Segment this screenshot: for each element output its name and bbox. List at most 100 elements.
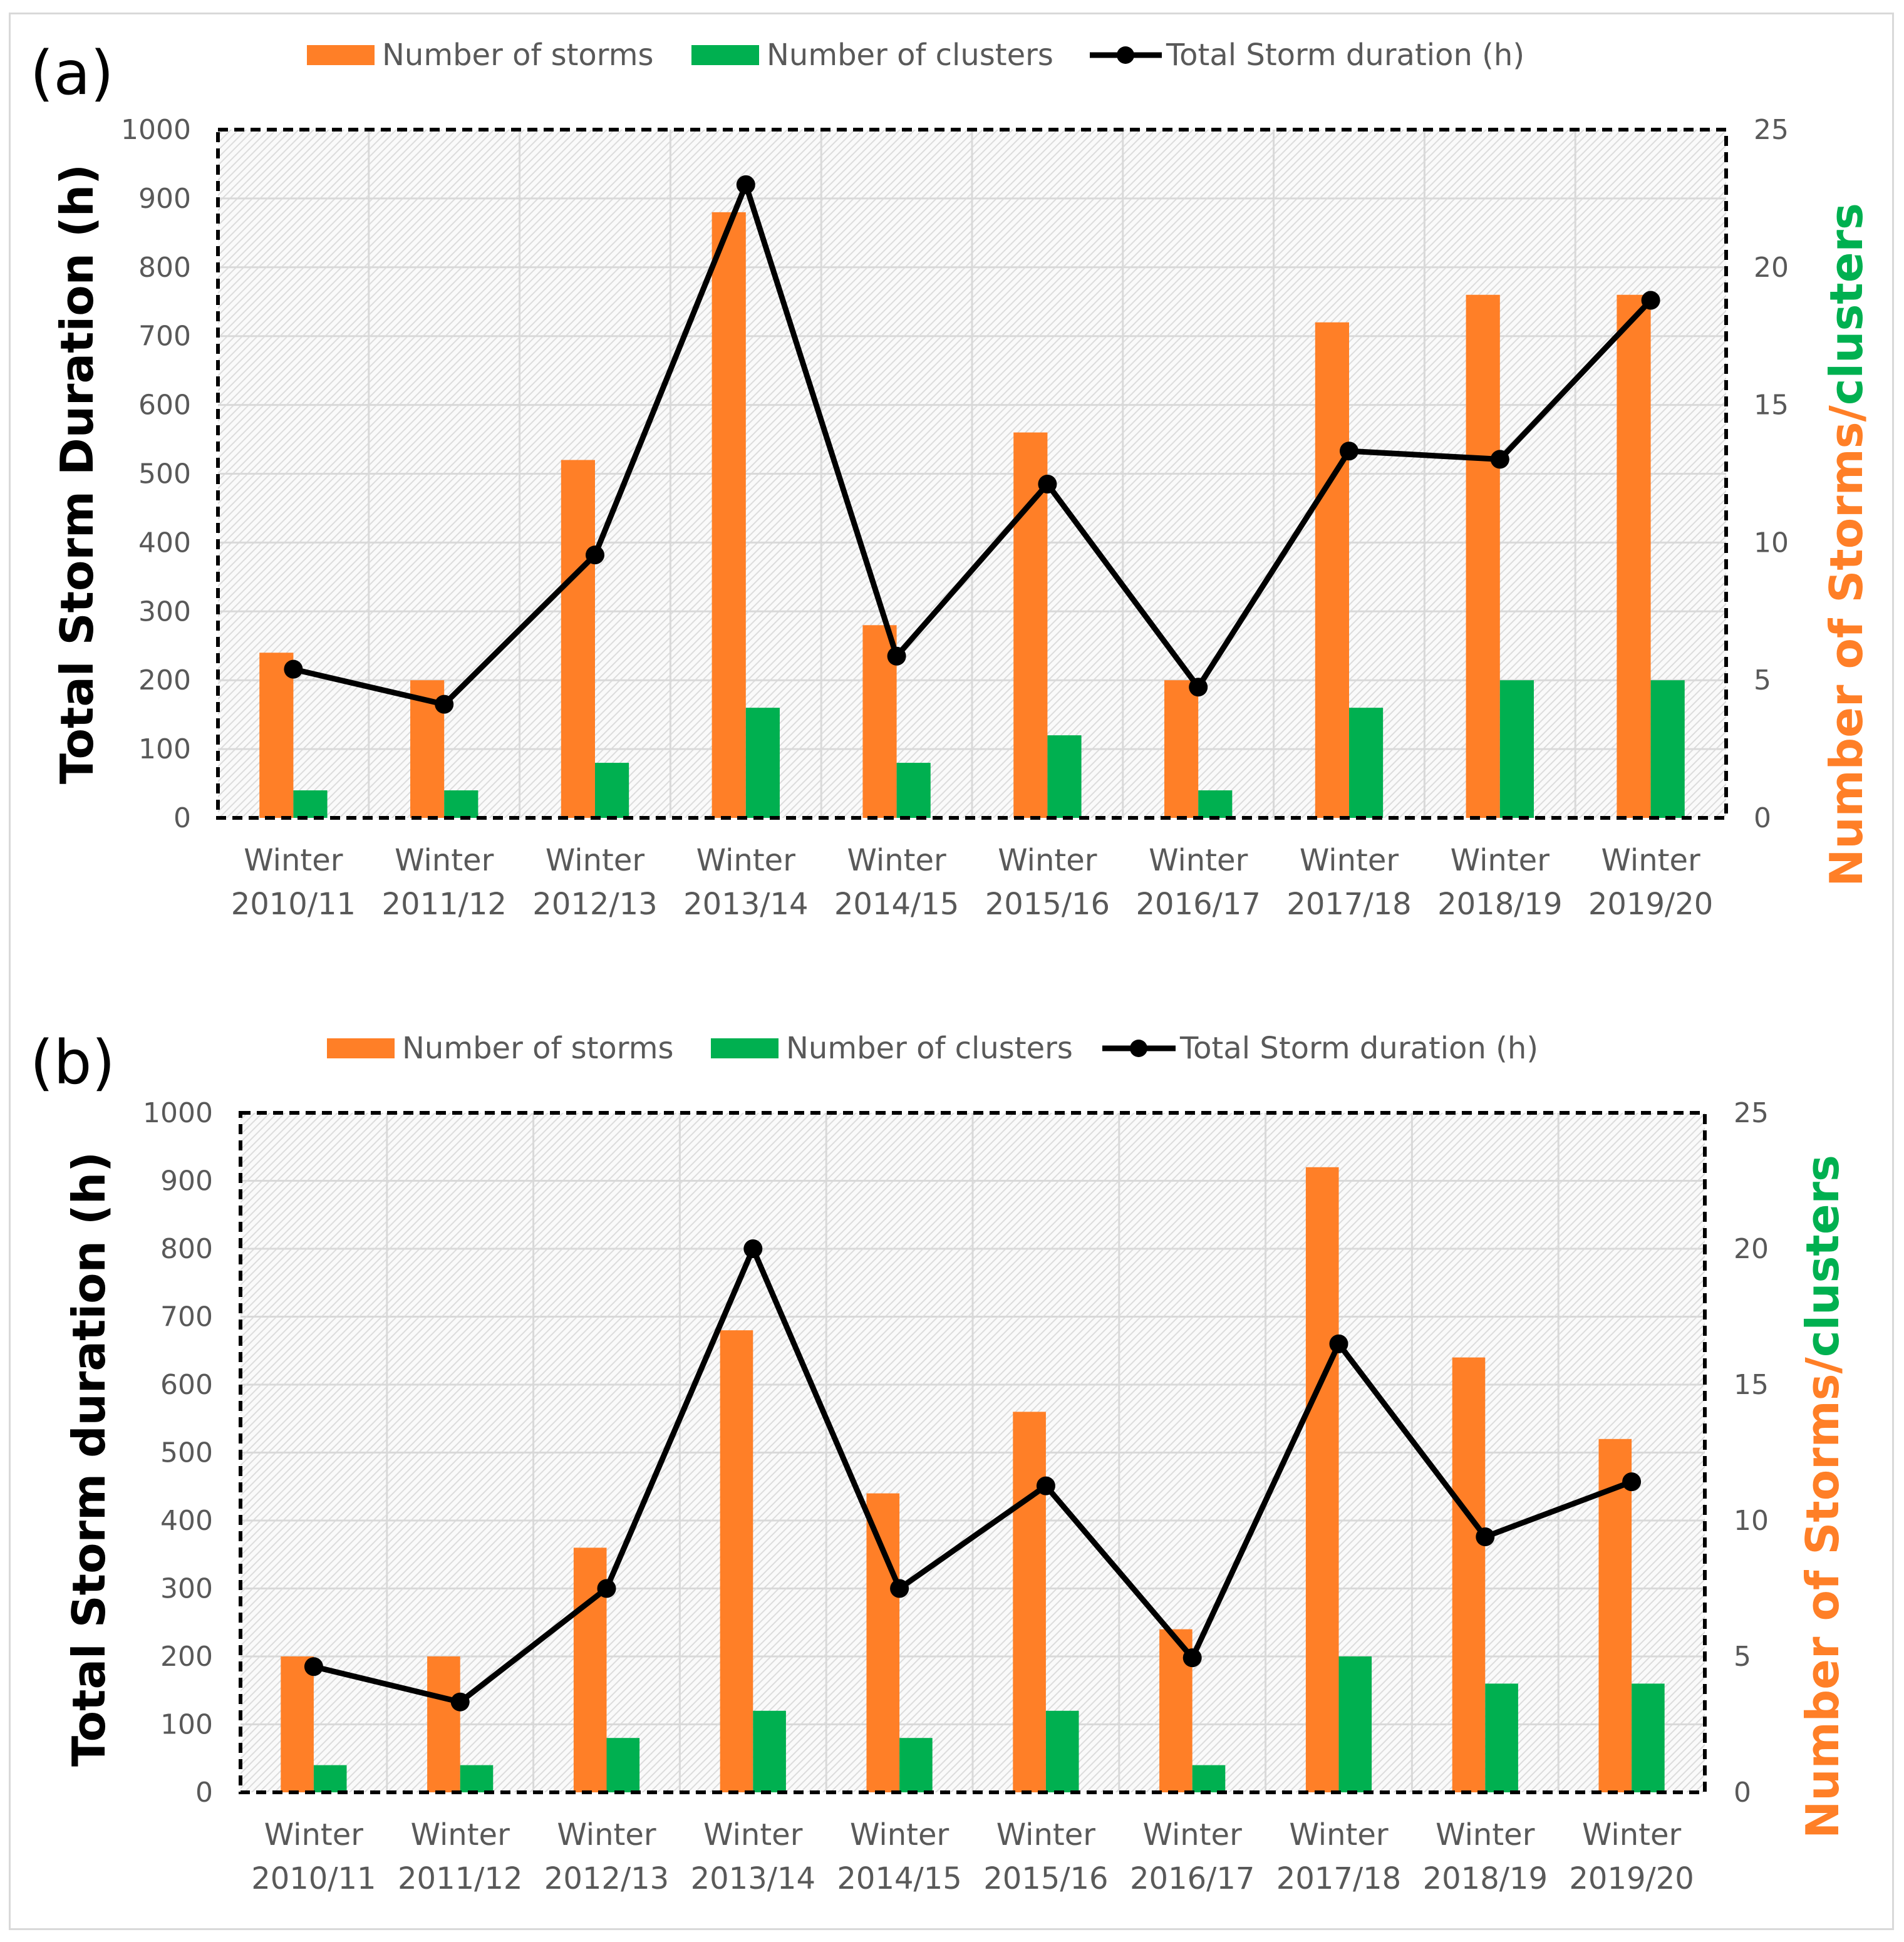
bar-clusters bbox=[444, 790, 479, 818]
duration-point bbox=[1329, 1334, 1348, 1353]
category-label-line2: 2014/15 bbox=[834, 887, 959, 922]
bar-clusters bbox=[1650, 680, 1685, 818]
duration-point bbox=[304, 1657, 323, 1676]
left-tick-label: 200 bbox=[160, 1641, 213, 1673]
left-tick-label: 400 bbox=[160, 1505, 213, 1537]
bar-storms bbox=[1598, 1438, 1632, 1792]
legend-swatch-storms bbox=[307, 45, 375, 65]
plot-border bbox=[216, 128, 1728, 820]
right-tick-label: 5 bbox=[1754, 664, 1771, 696]
bar-clusters bbox=[1338, 1656, 1372, 1792]
category-label-line2: 2013/14 bbox=[683, 887, 808, 922]
bar-storms bbox=[1452, 1357, 1486, 1792]
category-label-line1: Winter bbox=[1289, 1817, 1389, 1852]
legend-label-duration: Total Storm duration (h) bbox=[1179, 1031, 1538, 1066]
left-tick-label: 600 bbox=[138, 390, 191, 421]
category-label-line1: Winter bbox=[1143, 1817, 1243, 1852]
bar-storms bbox=[1305, 1167, 1339, 1792]
series-storms bbox=[281, 1167, 1632, 1792]
left-tick-label: 200 bbox=[138, 664, 191, 696]
category-label-line1: Winter bbox=[696, 843, 796, 878]
bar-storms bbox=[427, 1656, 460, 1792]
left-tick-label: 500 bbox=[138, 458, 191, 490]
left-tick-label: 700 bbox=[138, 321, 191, 353]
bar-storms bbox=[1013, 1412, 1046, 1792]
left-tick-label: 500 bbox=[160, 1437, 213, 1469]
duration-point bbox=[1189, 678, 1208, 697]
right-axis-title-storms: Number of Storms bbox=[1820, 421, 1873, 886]
legend: Number of storms Number of clusters Tota… bbox=[307, 38, 1524, 73]
category-label-line1: Winter bbox=[996, 1817, 1096, 1852]
category-label-line2: 2012/13 bbox=[544, 1861, 669, 1896]
duration-point bbox=[890, 1579, 909, 1598]
bar-clusters bbox=[745, 708, 780, 818]
right-tick-label: 15 bbox=[1734, 1369, 1769, 1401]
duration-point bbox=[1641, 291, 1660, 310]
category-label-line2: 2010/11 bbox=[251, 1861, 376, 1896]
category-label-line1: Winter bbox=[847, 843, 946, 878]
right-tick-label: 25 bbox=[1734, 1097, 1769, 1129]
left-tick-label: 100 bbox=[138, 733, 191, 765]
category-label-line1: Winter bbox=[1300, 843, 1399, 878]
legend-marker-duration bbox=[1130, 1040, 1147, 1057]
series-clusters bbox=[293, 680, 1685, 818]
category-label-line1: Winter bbox=[1436, 1817, 1535, 1852]
bar-storms bbox=[1315, 322, 1349, 818]
legend-label-clusters: Number of clusters bbox=[767, 38, 1053, 73]
right-axis-title: Number of Storms/clusters bbox=[1820, 203, 1873, 887]
bar-clusters bbox=[1192, 1765, 1226, 1792]
category-label-line1: Winter bbox=[411, 1817, 510, 1852]
bar-clusters bbox=[1045, 1710, 1079, 1792]
duration-point bbox=[1622, 1472, 1642, 1492]
left-tick-label: 700 bbox=[160, 1301, 213, 1333]
figure-frame bbox=[9, 13, 1894, 1930]
duration-point bbox=[1036, 1476, 1055, 1495]
category-label-line1: Winter bbox=[703, 1817, 803, 1852]
left-tick-label: 1000 bbox=[143, 1097, 213, 1129]
bar-storms bbox=[866, 1493, 900, 1792]
category-label-line2: 2016/17 bbox=[1136, 887, 1260, 922]
legend-label-storms: Number of storms bbox=[402, 1031, 673, 1066]
legend: Number of storms Number of clusters Tota… bbox=[327, 1031, 1538, 1066]
category-label-line1: Winter bbox=[546, 843, 645, 878]
bar-clusters bbox=[1349, 708, 1384, 818]
left-tick-label: 1000 bbox=[121, 114, 191, 146]
duration-point bbox=[284, 659, 303, 679]
bar-storms bbox=[281, 1656, 314, 1792]
left-tick-label: 400 bbox=[138, 527, 191, 559]
category-label-line1: Winter bbox=[264, 1817, 364, 1852]
right-tick-label: 20 bbox=[1754, 252, 1789, 284]
bar-clusters bbox=[753, 1710, 786, 1792]
bar-storms bbox=[259, 653, 294, 818]
right-tick-label: 25 bbox=[1754, 114, 1789, 146]
series-duration bbox=[284, 175, 1660, 714]
bar-storms bbox=[711, 212, 746, 818]
category-label-line2: 2016/17 bbox=[1130, 1861, 1255, 1896]
right-axis-title-storms: Number of Storms bbox=[1796, 1373, 1849, 1838]
left-tick-label: 600 bbox=[160, 1369, 213, 1401]
legend-swatch-clusters bbox=[711, 1038, 779, 1058]
legend-label-clusters: Number of clusters bbox=[786, 1031, 1073, 1066]
left-axis-ticks: 0 100 200 300 400 500 600 700 800 900 1000 bbox=[143, 1097, 213, 1809]
bar-clusters bbox=[1198, 790, 1233, 818]
right-tick-label: 15 bbox=[1754, 390, 1789, 421]
bar-storms bbox=[1013, 432, 1048, 818]
left-tick-label: 0 bbox=[195, 1777, 213, 1809]
right-axis-title-clusters: clusters bbox=[1796, 1155, 1849, 1357]
bar-clusters bbox=[460, 1765, 494, 1792]
category-label-line2: 2019/20 bbox=[1588, 887, 1713, 922]
bar-storms bbox=[1466, 294, 1500, 818]
bar-clusters bbox=[293, 790, 328, 818]
category-label-line2: 2017/18 bbox=[1286, 887, 1411, 922]
left-tick-label: 800 bbox=[160, 1233, 213, 1265]
legend-marker-duration bbox=[1117, 46, 1134, 64]
duration-point bbox=[887, 646, 906, 666]
legend-swatch-storms bbox=[327, 1038, 395, 1058]
duration-point bbox=[1038, 474, 1057, 493]
duration-point bbox=[1476, 1527, 1495, 1547]
category-label-line1: Winter bbox=[850, 1817, 949, 1852]
bar-storms bbox=[720, 1330, 753, 1792]
bar-storms bbox=[1617, 294, 1651, 818]
left-tick-label: 900 bbox=[160, 1165, 213, 1197]
left-tick-label: 300 bbox=[160, 1573, 213, 1605]
